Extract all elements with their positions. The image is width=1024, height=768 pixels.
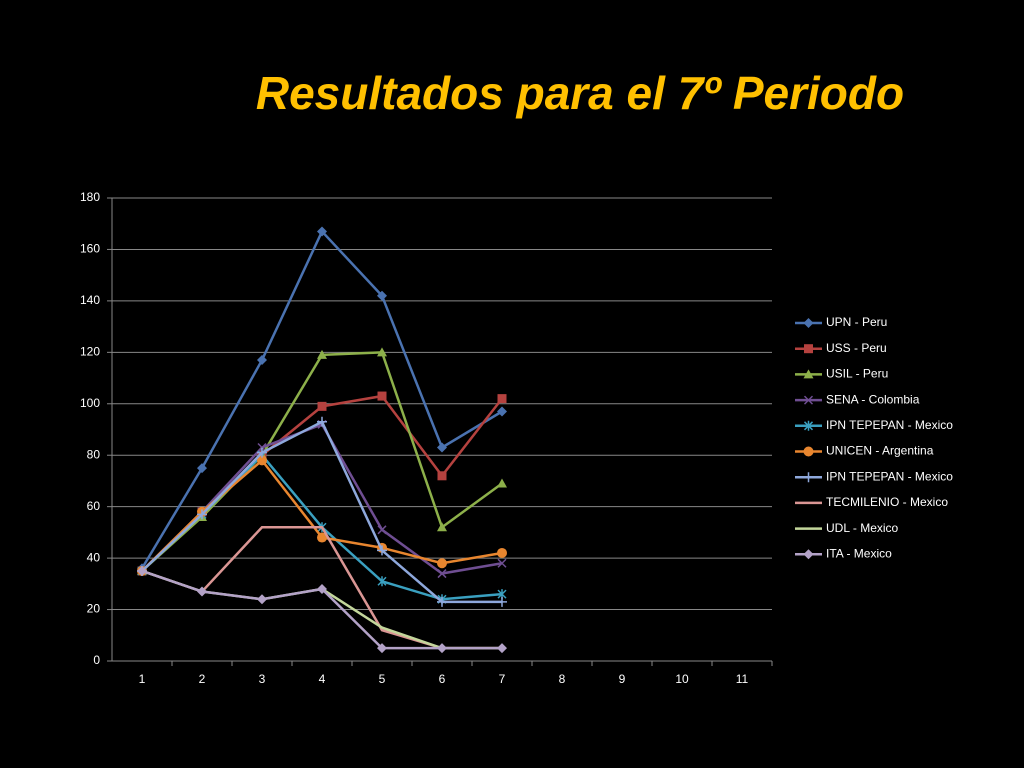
y-tick-label: 40	[87, 550, 101, 564]
marker	[377, 643, 387, 654]
legend-label: UPN - Peru	[826, 315, 887, 329]
marker	[257, 455, 267, 466]
marker	[497, 478, 507, 488]
marker	[803, 446, 814, 457]
y-tick-label: 160	[80, 242, 100, 256]
marker	[497, 596, 507, 607]
marker	[437, 569, 447, 579]
legend-label: USS - Peru	[826, 341, 887, 355]
marker	[437, 471, 447, 481]
marker	[803, 369, 814, 379]
marker	[137, 565, 147, 576]
legend-label: TECMILENIO - Mexico	[826, 495, 948, 509]
marker	[197, 586, 207, 597]
series-line	[141, 422, 503, 575]
legend-label: IPN TEPEPAN - Mexico	[826, 469, 953, 483]
marker	[803, 318, 814, 328]
marker	[497, 558, 507, 568]
marker	[437, 522, 447, 532]
marker	[497, 643, 507, 654]
marker	[257, 594, 267, 605]
marker	[437, 442, 447, 453]
x-tick-label: 9	[619, 672, 626, 686]
chart-title: Resultados para el 7º Periodo	[256, 67, 904, 119]
y-tick-label: 0	[93, 653, 100, 667]
marker	[377, 525, 387, 535]
marker	[317, 416, 327, 427]
x-tick-label: 4	[319, 672, 326, 686]
marker	[317, 532, 327, 543]
marker	[437, 596, 447, 607]
marker	[377, 391, 387, 401]
marker	[804, 344, 813, 354]
x-tick-label: 3	[259, 672, 266, 686]
y-tick-label: 20	[87, 602, 101, 616]
marker	[803, 549, 814, 560]
marker	[257, 447, 267, 458]
x-tick-label: 7	[499, 672, 506, 686]
y-tick-label: 180	[80, 190, 100, 204]
marker	[317, 349, 327, 359]
y-tick-label: 60	[87, 499, 101, 513]
marker	[377, 545, 387, 556]
y-tick-label: 120	[80, 345, 100, 359]
series-line	[141, 420, 502, 604]
marker	[317, 401, 327, 411]
marker	[317, 583, 327, 594]
marker	[317, 226, 327, 237]
y-tick-label: 140	[80, 293, 100, 307]
marker	[377, 347, 387, 357]
marker	[257, 355, 267, 366]
x-tick-label: 6	[439, 672, 446, 686]
x-tick-label: 8	[559, 672, 566, 686]
marker	[497, 394, 507, 404]
marker	[437, 558, 447, 569]
marker	[803, 395, 814, 405]
legend-label: ITA - Mexico	[826, 546, 892, 560]
legend-label: IPN TEPEPAN - Mexico	[826, 418, 953, 432]
marker	[803, 472, 814, 483]
marker	[197, 463, 207, 474]
legend-label: SENA - Colombia	[826, 392, 920, 406]
x-tick-label: 10	[675, 672, 689, 686]
y-tick-label: 100	[80, 396, 100, 410]
marker	[377, 290, 387, 301]
x-tick-label: 11	[736, 672, 749, 686]
x-tick-label: 5	[379, 672, 386, 686]
marker	[497, 406, 507, 417]
x-tick-label: 2	[199, 672, 206, 686]
marker	[377, 576, 387, 587]
marker	[497, 547, 507, 558]
legend-label: USIL - Peru	[826, 367, 888, 381]
legend-label: UNICEN - Argentina	[826, 444, 934, 458]
x-tick-label: 1	[139, 672, 146, 686]
legend-label: UDL - Mexico	[826, 521, 899, 535]
marker	[197, 509, 207, 520]
y-tick-label: 80	[87, 447, 101, 461]
marker	[437, 643, 447, 654]
marker	[803, 420, 814, 431]
